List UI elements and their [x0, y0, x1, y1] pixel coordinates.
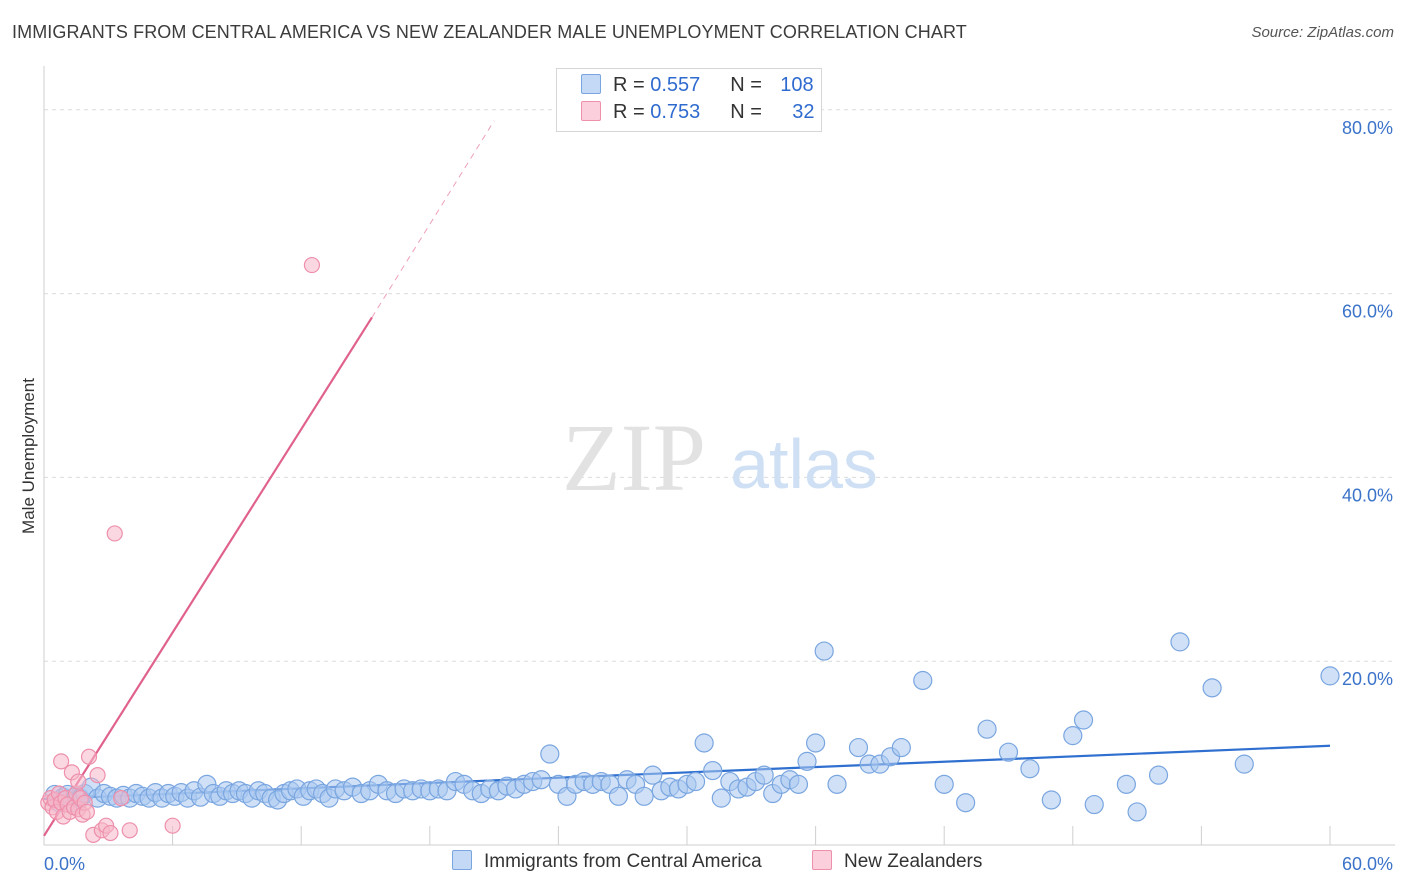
data-point-blue	[1116, 774, 1136, 794]
x-tick-label: 60.0%	[1342, 854, 1393, 874]
data-point-blue	[934, 774, 954, 794]
data-point-blue	[1202, 678, 1222, 698]
legend-r-label: R =	[613, 74, 651, 96]
data-point-blue	[1234, 754, 1254, 774]
watermark-atlas: atlas	[730, 425, 878, 503]
y-tick-label: 40.0%	[1342, 485, 1393, 505]
data-point-blue	[788, 774, 809, 794]
legend-row-blue: R = 0.557 N = 108	[581, 74, 814, 100]
data-point-blue	[848, 737, 869, 758]
data-point-blue	[1041, 790, 1061, 810]
watermark: ZIP atlas	[562, 404, 878, 511]
data-point-pink	[121, 822, 138, 839]
data-point-blue	[540, 744, 560, 764]
data-point-blue	[1063, 726, 1083, 746]
legend-row-pink: R = 0.753 N = 32	[581, 101, 815, 127]
series-legend: Immigrants from Central America New Zeal…	[0, 850, 1406, 880]
trendline-pink	[371, 120, 495, 318]
data-point-pink	[89, 767, 106, 784]
data-point-pink	[80, 748, 98, 765]
data-point-blue	[694, 733, 714, 753]
data-point-blue	[608, 786, 629, 806]
series-legend-blue: Immigrants from Central America	[452, 850, 762, 873]
legend-n-label: N =	[730, 74, 762, 96]
data-point-blue	[998, 742, 1019, 762]
chart-title: IMMIGRANTS FROM CENTRAL AMERICA VS NEW Z…	[12, 22, 967, 42]
data-point-blue	[685, 771, 706, 792]
series-legend-pink: New Zealanders	[812, 850, 982, 873]
legend-n-label: N =	[730, 101, 762, 123]
data-point-pink	[102, 824, 119, 842]
data-point-blue	[1073, 710, 1094, 730]
data-point-blue	[814, 641, 834, 661]
data-point-pink	[113, 790, 130, 807]
legend-n-value: 108	[780, 74, 814, 96]
data-point-blue	[754, 765, 774, 785]
legend-n-value: 32	[792, 101, 815, 123]
y-tick-labels: 20.0% 40.0% 60.0% 80.0%	[1342, 118, 1393, 689]
data-point-pink	[70, 773, 87, 790]
data-point-blue	[956, 793, 976, 813]
y-tick-label: 80.0%	[1342, 118, 1393, 138]
axes	[43, 66, 1395, 846]
data-point-blue	[1148, 765, 1169, 785]
y-tick-label: 60.0%	[1342, 302, 1393, 322]
legend-swatch-pink	[581, 101, 601, 121]
y-axis-label: Male Unemployment	[19, 378, 38, 534]
data-point-pink	[164, 817, 181, 834]
gridlines	[44, 109, 1395, 662]
data-point-blue	[797, 751, 817, 771]
series-name-blue: Immigrants from Central America	[484, 851, 762, 872]
data-point-blue	[643, 765, 663, 785]
legend-swatch-blue	[581, 74, 601, 94]
x-tick-label: 0.0%	[44, 854, 85, 874]
trendline-pink	[43, 316, 373, 837]
data-point-blue	[1084, 794, 1104, 815]
data-point-blue	[703, 760, 723, 781]
data-point-blue	[1127, 802, 1147, 822]
data-point-blue	[1320, 666, 1340, 686]
data-point-pink	[303, 256, 321, 274]
legend-r-label: R =	[613, 101, 651, 123]
watermark-zip: ZIP	[562, 404, 706, 511]
correlation-legend: R = 0.557 N = 108 R = 0.753 N = 32	[556, 68, 822, 132]
data-point-pink	[106, 525, 123, 542]
series-swatch-blue	[452, 850, 472, 870]
data-point-blue	[977, 719, 997, 739]
chart-source: Source: ZipAtlas.com	[1251, 24, 1394, 41]
data-point-blue	[827, 774, 847, 794]
data-point-blue	[1020, 759, 1040, 779]
legend-r-value: 0.753	[650, 101, 701, 123]
legend-r-value: 0.557	[650, 74, 701, 96]
data-point-blue	[1170, 632, 1190, 652]
data-point-blue	[913, 670, 933, 691]
data-point-blue	[805, 733, 826, 753]
data-points	[40, 256, 1340, 843]
data-point-blue	[531, 770, 551, 790]
data-point-blue	[891, 737, 911, 758]
series-name-pink: New Zealanders	[844, 851, 983, 872]
y-tick-label: 20.0%	[1342, 669, 1393, 689]
data-point-blue	[634, 786, 654, 806]
data-point-blue	[711, 788, 731, 808]
series-swatch-pink	[812, 850, 832, 870]
data-point-pink	[78, 803, 95, 821]
x-tick-labels: 0.0% 60.0%	[44, 854, 1393, 874]
data-point-pink	[53, 753, 70, 770]
